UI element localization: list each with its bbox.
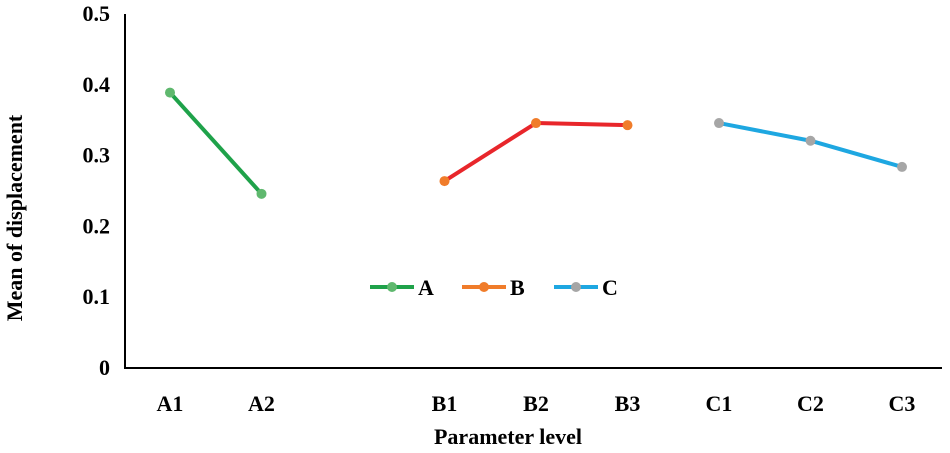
y-tick-label: 0.5 [83,1,111,26]
legend-label: C [602,275,618,300]
legend-marker [479,282,489,292]
y-tick-label: 0.3 [83,143,111,168]
series-line-segment [808,138,904,169]
data-point [256,188,267,199]
series-line-segment [717,121,813,143]
data-point [805,135,816,146]
data-point [897,161,907,172]
legend-label: A [418,275,434,300]
legend-item-C: C [554,275,618,300]
x-tick-labels: A1 A2 B1 B2 B3 C1 C2 C3 [157,391,916,416]
x-tick-label: C3 [889,391,916,416]
data-point [165,87,175,98]
y-tick-label: 0.4 [83,72,111,97]
x-tick-label: B1 [432,391,458,416]
data-point [714,118,724,129]
legend-marker [387,282,397,292]
series-line-segment [168,90,264,196]
data-point [439,176,450,187]
x-tick-label: B3 [615,391,641,416]
y-tick-label: 0.2 [83,213,111,238]
x-tick-label: A2 [248,391,275,416]
legend-label: B [510,275,525,300]
data-point [531,118,541,129]
legend-marker [571,282,581,292]
legend-item-A: A [370,275,434,300]
x-tick-label: C1 [706,391,733,416]
legend: A B C [370,275,618,300]
x-tick-label: B2 [523,391,549,416]
legend-item-B: B [462,275,525,300]
series-A [165,87,267,199]
series-line-segment [534,121,630,128]
y-tick-label: 0.1 [83,284,111,309]
series-line-segment [442,121,538,184]
x-tick-label: C2 [797,391,824,416]
x-axis-title: Parameter level [434,424,582,449]
y-axis-title: Mean of displacement [2,114,27,321]
data-point [622,120,633,131]
series-C [714,118,907,172]
series-layer [165,87,907,199]
y-tick-labels: 0 0.1 0.2 0.3 0.4 0.5 [83,1,111,380]
x-tick-label: A1 [157,391,184,416]
y-tick-label: 0 [99,355,110,380]
series-B [439,118,633,187]
